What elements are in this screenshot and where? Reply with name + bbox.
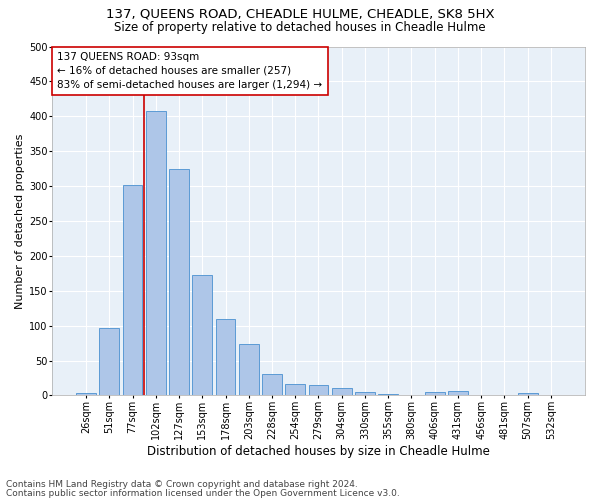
- Bar: [425, 392, 445, 396]
- Bar: [286, 384, 305, 396]
- Bar: [448, 390, 468, 396]
- Bar: [518, 394, 538, 396]
- Text: Contains public sector information licensed under the Open Government Licence v3: Contains public sector information licen…: [6, 488, 400, 498]
- Text: Size of property relative to detached houses in Cheadle Hulme: Size of property relative to detached ho…: [114, 21, 486, 34]
- Bar: [146, 112, 166, 396]
- Bar: [379, 394, 398, 396]
- Bar: [401, 394, 421, 396]
- Bar: [308, 385, 328, 396]
- Bar: [100, 328, 119, 396]
- Bar: [262, 374, 282, 396]
- Bar: [76, 394, 96, 396]
- Bar: [239, 344, 259, 396]
- Bar: [169, 168, 189, 396]
- Bar: [122, 184, 142, 396]
- X-axis label: Distribution of detached houses by size in Cheadle Hulme: Distribution of detached houses by size …: [147, 444, 490, 458]
- Text: 137, QUEENS ROAD, CHEADLE HULME, CHEADLE, SK8 5HX: 137, QUEENS ROAD, CHEADLE HULME, CHEADLE…: [106, 8, 494, 20]
- Bar: [471, 394, 491, 396]
- Text: 137 QUEENS ROAD: 93sqm
← 16% of detached houses are smaller (257)
83% of semi-de: 137 QUEENS ROAD: 93sqm ← 16% of detached…: [57, 52, 322, 90]
- Bar: [355, 392, 375, 396]
- Y-axis label: Number of detached properties: Number of detached properties: [15, 134, 25, 308]
- Text: Contains HM Land Registry data © Crown copyright and database right 2024.: Contains HM Land Registry data © Crown c…: [6, 480, 358, 489]
- Bar: [193, 276, 212, 396]
- Bar: [332, 388, 352, 396]
- Bar: [215, 318, 235, 396]
- Bar: [541, 394, 561, 396]
